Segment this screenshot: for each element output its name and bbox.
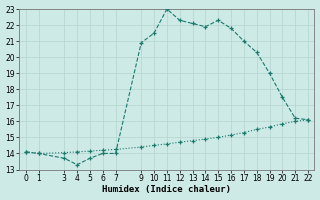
X-axis label: Humidex (Indice chaleur): Humidex (Indice chaleur)	[102, 185, 231, 194]
